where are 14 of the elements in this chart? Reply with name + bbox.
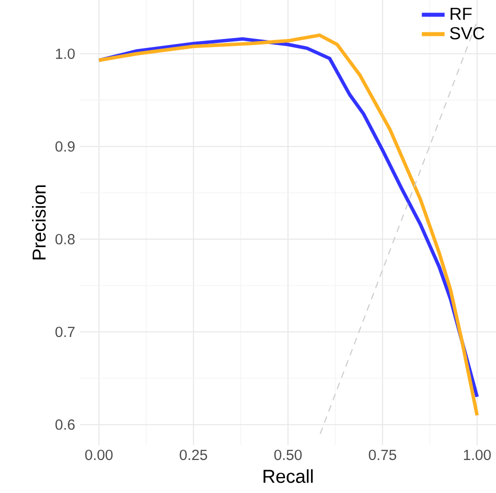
legend-label: SVC [450,27,484,40]
y-tick-label: 0.7 [55,326,75,338]
x-tick-label: 0.00 [85,450,113,460]
x-tick-label: 0.75 [368,450,396,460]
x-tick-label: 0.50 [274,450,302,460]
y-tick-label: 0.9 [55,141,75,152]
x-tick-label: 0.25 [180,450,208,460]
y-tick-label: 1.0 [56,48,75,59]
y-axis-title: Precision [32,185,46,260]
y-tick-label: 0.8 [55,234,75,244]
y-tick-label: 0.6 [55,419,75,430]
x-axis-title: Recall [264,469,313,483]
x-tick-label: 1.00 [464,450,491,460]
legend-label: RF [450,8,472,20]
